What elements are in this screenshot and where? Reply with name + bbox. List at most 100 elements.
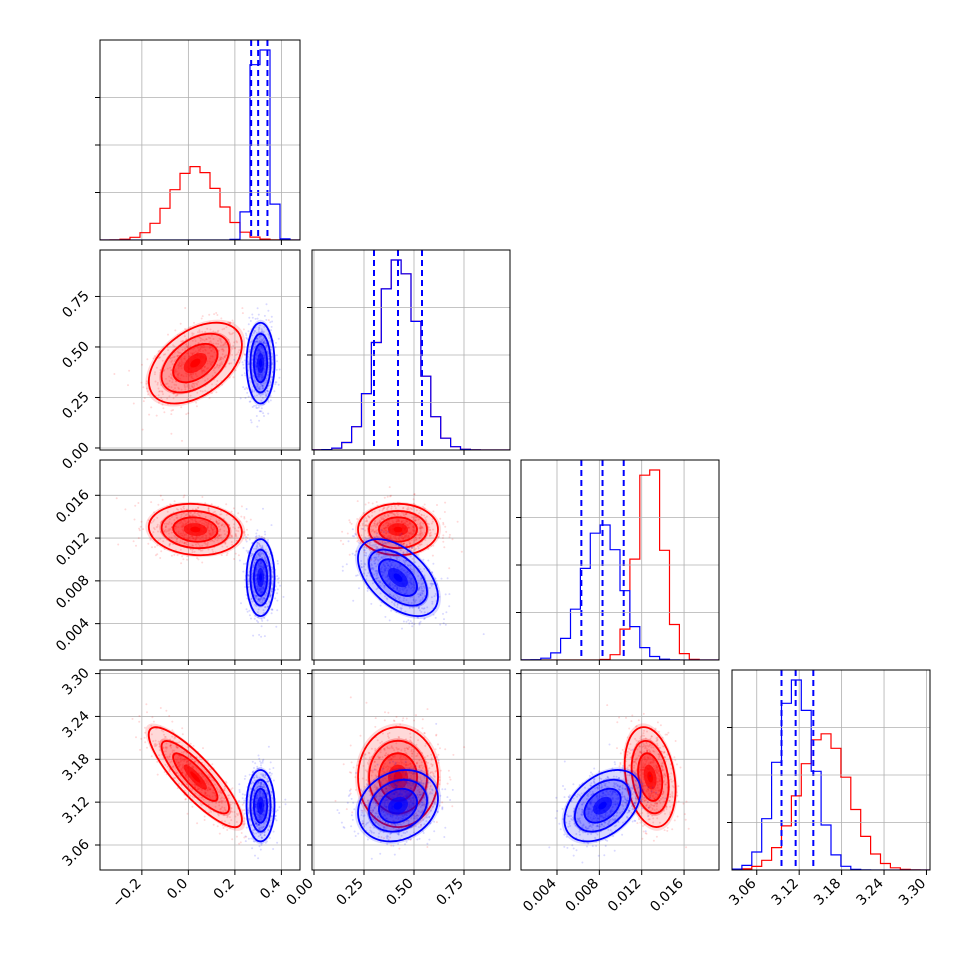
scatter-point: [154, 745, 156, 748]
scatter-point: [189, 756, 192, 759]
scatter-point: [223, 343, 226, 345]
scatter-point: [168, 375, 171, 378]
scatter-point: [189, 345, 192, 348]
scatter-point: [379, 585, 382, 587]
scatter-point: [417, 607, 420, 610]
scatter-point: [178, 541, 181, 544]
scatter-point: [371, 544, 374, 547]
scatter-point: [221, 539, 224, 541]
scatter-point: [203, 344, 206, 347]
scatter-point: [157, 350, 160, 353]
scatter-point: [385, 562, 388, 565]
scatter-point: [172, 392, 175, 395]
scatter-point: [196, 788, 199, 791]
scatter-point: [221, 348, 224, 351]
scatter-point: [409, 567, 412, 570]
scatter-point: [397, 537, 400, 540]
scatter-point: [256, 307, 259, 310]
scatter-point: [406, 551, 408, 554]
scatter-point: [420, 587, 423, 590]
scatter-point: [376, 573, 379, 576]
scatter-point: [386, 521, 389, 523]
scatter-point: [165, 747, 168, 750]
scatter-point: [260, 590, 263, 593]
scatter-point: [185, 375, 188, 378]
scatter-point: [269, 395, 272, 397]
scatter-point: [254, 556, 257, 559]
scatter-point: [407, 508, 410, 511]
scatter-point: [411, 589, 414, 592]
scatter-point: [402, 522, 405, 525]
scatter-point: [203, 346, 206, 349]
scatter-point: [270, 524, 273, 527]
scatter-point: [376, 569, 379, 572]
scatter-point: [259, 373, 262, 376]
scatter-point: [400, 543, 403, 546]
scatter-point: [386, 554, 389, 557]
scatter-point: [207, 523, 210, 526]
scatter-point: [241, 809, 244, 812]
contour-line: [147, 502, 243, 557]
scatter-point: [257, 348, 260, 351]
scatter-point: [429, 582, 432, 585]
scatter-point: [353, 535, 356, 538]
scatter-point: [199, 390, 202, 392]
scatter-point: [243, 836, 246, 839]
scatter-point: [231, 543, 234, 546]
scatter-point: [372, 524, 375, 527]
scatter-point: [419, 524, 422, 527]
scatter-point: [196, 391, 199, 394]
scatter-point: [181, 541, 184, 544]
scatter-point: [263, 617, 266, 619]
scatter-point: [418, 544, 421, 547]
scatter-point: [262, 382, 265, 385]
scatter-point: [256, 545, 259, 548]
scatter-point: [424, 518, 427, 521]
scatter-point: [375, 553, 378, 556]
scatter-point: [257, 598, 260, 601]
scatter-point: [261, 347, 263, 350]
scatter-point: [414, 599, 417, 602]
scatter-point: [259, 351, 262, 354]
scatter-point: [265, 562, 268, 565]
scatter-point: [270, 588, 273, 591]
scatter-point: [399, 542, 402, 545]
scatter-point: [213, 510, 216, 513]
scatter-point: [271, 566, 274, 569]
scatter-point: [244, 793, 246, 796]
scatter-point: [277, 577, 280, 580]
scatter-point: [367, 587, 369, 590]
scatter-point: [263, 355, 266, 358]
scatter-point: [417, 595, 420, 598]
scatter-point: [256, 349, 259, 352]
scatter-point: [409, 532, 412, 535]
scatter-point: [200, 337, 203, 340]
scatter-point: [261, 329, 264, 332]
scatter-point: [167, 349, 170, 352]
scatter-point: [259, 350, 262, 353]
scatter-point: [204, 520, 206, 522]
scatter-point: [195, 405, 198, 408]
scatter-point: [167, 757, 169, 760]
scatter-point: [274, 585, 277, 588]
scatter-point: [181, 771, 184, 774]
scatter-point: [259, 562, 262, 565]
scatter-point: [402, 519, 405, 522]
contour-line: [172, 342, 219, 384]
scatter-point: [234, 532, 237, 535]
scatter-point: [383, 556, 386, 558]
scatter-point: [182, 766, 184, 769]
scatter-point: [405, 559, 407, 562]
scatter-point: [255, 558, 258, 561]
scatter-point: [407, 565, 410, 567]
scatter-point: [190, 373, 193, 375]
scatter-point: [273, 390, 276, 393]
scatter-point: [390, 595, 393, 598]
scatter-point: [425, 515, 428, 518]
scatter-point: [405, 574, 408, 577]
scatter-point: [405, 513, 408, 515]
scatter-point: [249, 400, 252, 403]
scatter-point: [376, 546, 379, 549]
scatter-point: [250, 597, 253, 600]
scatter-point: [195, 401, 198, 404]
